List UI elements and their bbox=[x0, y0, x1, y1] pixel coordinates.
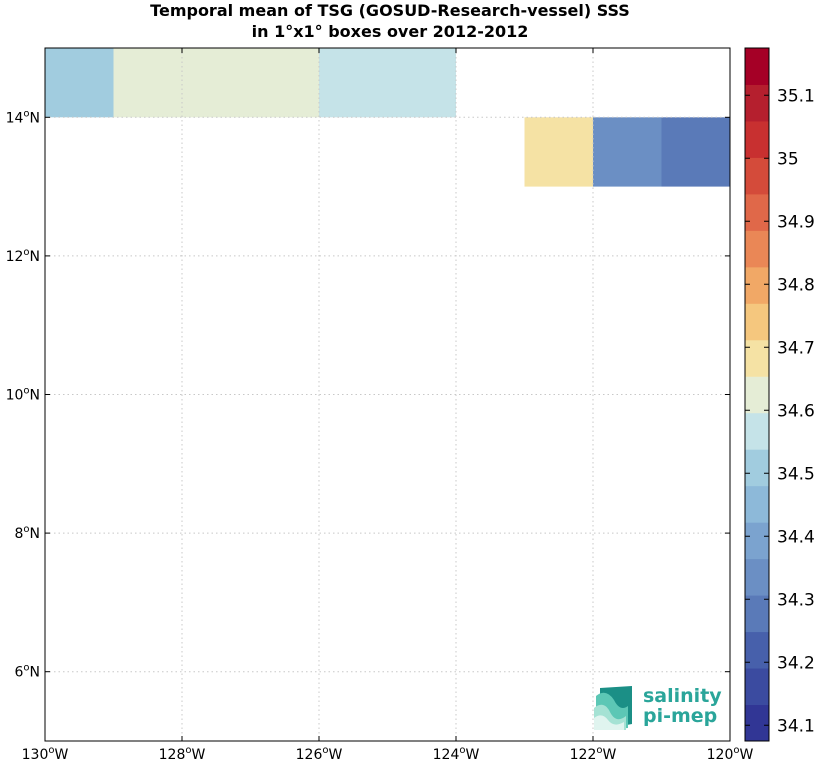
colorbar-tick-label: 34.9 bbox=[777, 212, 815, 232]
salinity-pi-mep-logo: salinity pi-mep bbox=[594, 685, 722, 730]
x-tick-label: 120oW bbox=[707, 745, 754, 763]
colorbar-tick-label: 35 bbox=[777, 149, 799, 169]
colorbar-frame bbox=[744, 47, 770, 742]
sss-cell bbox=[45, 48, 114, 118]
longitude-axis: 130oW 128oW 126oW 124oW 122oW 120oW bbox=[22, 48, 754, 763]
y-tick-label: 12oN bbox=[6, 247, 40, 265]
colorbar-segment bbox=[745, 120, 769, 158]
x-tick-label: 124oW bbox=[433, 745, 480, 763]
colorbar-segment bbox=[745, 412, 769, 450]
colorbar-tick-label: 34.5 bbox=[777, 464, 815, 484]
colorbar-segment bbox=[745, 631, 769, 669]
sss-cell bbox=[113, 48, 182, 118]
colorbar-segment bbox=[745, 339, 769, 377]
y-tick-label: 8oN bbox=[14, 524, 40, 542]
map-gridlines bbox=[45, 48, 730, 741]
colorbar-tick-label: 34.6 bbox=[777, 401, 815, 421]
y-tick-label: 6oN bbox=[14, 663, 40, 681]
sss-cell bbox=[319, 48, 388, 118]
colorbar-tick-label: 35.1 bbox=[777, 86, 815, 106]
sss-cell bbox=[661, 117, 730, 187]
logo-text-salinity: salinity bbox=[643, 685, 722, 707]
colorbar bbox=[745, 48, 769, 742]
colorbar-segment bbox=[745, 84, 769, 122]
colorbar-segment bbox=[745, 485, 769, 523]
colorbar-segment bbox=[745, 48, 769, 85]
colorbar-segment bbox=[745, 558, 769, 596]
colorbar-segment bbox=[745, 595, 769, 633]
logo-wave-icon bbox=[594, 686, 632, 730]
x-tick-label: 130oW bbox=[22, 745, 69, 763]
colorbar-ticks: 34.1 34.2 34.3 34.4 34.5 34.6 34.7 34.8 34.9 35 35… bbox=[745, 86, 815, 736]
colorbar-tick-label: 34.1 bbox=[777, 716, 815, 736]
colorbar-segment bbox=[745, 230, 769, 268]
y-tick-label: 14oN bbox=[6, 108, 40, 126]
colorbar-segment bbox=[745, 376, 769, 414]
x-tick-label: 128oW bbox=[159, 745, 206, 763]
sss-cells bbox=[45, 48, 730, 187]
colorbar-segment bbox=[745, 266, 769, 304]
sss-cell bbox=[524, 117, 593, 187]
colorbar-tick-label: 34.3 bbox=[777, 590, 815, 610]
colorbar-segment bbox=[745, 449, 769, 487]
sss-cell bbox=[182, 48, 251, 118]
colorbar-tick-label: 34.7 bbox=[777, 338, 815, 358]
colorbar-segment bbox=[745, 668, 769, 706]
colorbar-segment bbox=[745, 303, 769, 341]
x-tick-label: 122oW bbox=[570, 745, 617, 763]
colorbar-tick-label: 34.2 bbox=[777, 653, 815, 673]
colorbar-tick-label: 34.4 bbox=[777, 527, 815, 547]
colorbar-tick-label: 34.8 bbox=[777, 275, 815, 295]
y-tick-label: 10oN bbox=[6, 386, 40, 404]
colorbar-segment bbox=[745, 157, 769, 195]
chart-title-line2: in 1°x1° boxes over 2012-2012 bbox=[251, 22, 529, 41]
sss-cell bbox=[387, 48, 456, 118]
colorbar-segment bbox=[745, 704, 769, 742]
sss-cell bbox=[250, 48, 319, 118]
logo-text-pimep: pi-mep bbox=[643, 705, 717, 727]
colorbar-segment bbox=[745, 193, 769, 231]
colorbar-segment bbox=[745, 522, 769, 560]
chart-title-line1: Temporal mean of TSG (GOSUD-Research-ves… bbox=[150, 1, 630, 20]
x-tick-label: 126oW bbox=[296, 745, 343, 763]
latitude-axis: 6oN 8oN 10oN 12oN 14oN bbox=[6, 108, 730, 681]
sss-cell bbox=[593, 117, 662, 187]
